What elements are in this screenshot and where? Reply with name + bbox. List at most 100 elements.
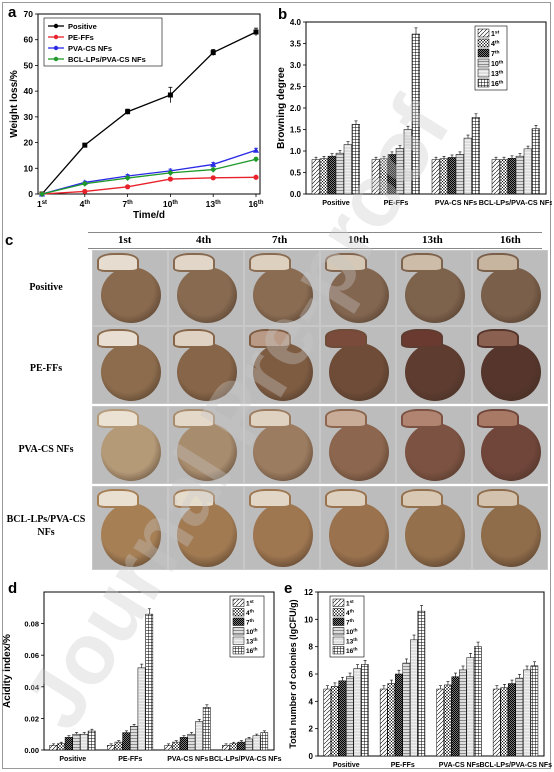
bar xyxy=(327,155,336,195)
legend-swatch xyxy=(477,58,490,68)
bar xyxy=(531,128,540,195)
bar xyxy=(338,680,347,757)
bar xyxy=(387,154,396,195)
series-line xyxy=(41,158,257,195)
col-head-3: 7th xyxy=(272,234,288,246)
panel-e-label: e xyxy=(284,580,293,597)
mushroom-slice xyxy=(97,489,139,508)
legend-label: 13th xyxy=(246,637,258,645)
legend-swatch xyxy=(477,28,490,38)
data-point xyxy=(82,142,88,148)
mushroom-photo xyxy=(320,326,396,404)
mushroom-cap xyxy=(405,503,465,567)
y-tick-label: 2 xyxy=(309,725,314,734)
mushroom-photo xyxy=(168,486,244,570)
data-point xyxy=(253,174,259,180)
mushroom-cap xyxy=(177,343,237,401)
legend-label: 10th xyxy=(246,628,258,636)
y-tick-label: 0.06 xyxy=(24,651,39,660)
bar xyxy=(371,159,380,195)
panel-c-top-rule xyxy=(88,232,542,233)
y-tick-label: 12 xyxy=(304,588,313,597)
x-axis-label: Time/d xyxy=(133,210,165,221)
legend-swatch xyxy=(232,636,245,645)
legend-swatch xyxy=(477,68,490,78)
legend-swatch xyxy=(332,636,345,645)
legend-swatch xyxy=(477,48,490,58)
mushroom-photo xyxy=(396,486,472,570)
bar xyxy=(394,673,403,757)
legend-swatch xyxy=(232,608,245,617)
bar xyxy=(187,733,196,751)
bar xyxy=(114,741,123,751)
bar xyxy=(466,657,475,757)
mushroom-cap xyxy=(253,423,313,481)
legend-label: 4th xyxy=(491,40,500,48)
y-axis-label: Total number of colonies (lgCFU/g) xyxy=(288,599,298,748)
bar xyxy=(351,124,360,195)
mushroom-slice xyxy=(325,253,367,272)
bar xyxy=(492,688,501,757)
category-label: Positive xyxy=(333,762,360,769)
mushroom-cap xyxy=(329,343,389,401)
y-tick-label: 60 xyxy=(24,35,34,45)
mushroom-slice xyxy=(325,489,367,508)
y-tick-label: 0.04 xyxy=(24,683,39,692)
mushroom-slice xyxy=(401,253,443,272)
y-axis-label: Acidity index/% xyxy=(2,634,13,708)
mushroom-slice xyxy=(173,409,215,428)
category-label: PE-FFs xyxy=(391,762,415,769)
data-point xyxy=(253,147,259,153)
y-tick-label: 2.0 xyxy=(290,104,302,113)
bar xyxy=(411,33,420,195)
bar xyxy=(172,741,180,751)
y-tick-label: 0.5 xyxy=(290,169,302,178)
mushroom-cap xyxy=(405,343,465,401)
mushroom-photo xyxy=(396,406,472,484)
legend-label: 1st xyxy=(346,599,354,607)
bar xyxy=(463,137,472,195)
bar xyxy=(49,745,58,751)
y-tick-label: 40 xyxy=(24,86,34,96)
bar xyxy=(353,668,362,757)
legend-label: 7th xyxy=(346,618,354,626)
mushroom-cap xyxy=(405,267,465,323)
mushroom-slice xyxy=(97,253,139,272)
data-point xyxy=(124,175,131,182)
legend-label: BCL-LPs/PVA-CS NFs xyxy=(68,55,146,64)
mushroom-photo xyxy=(244,250,320,326)
legend-label: 7th xyxy=(246,618,254,626)
legend-label: 16th xyxy=(491,80,503,88)
mushroom-cap xyxy=(329,267,389,323)
panel-c-label: c xyxy=(5,232,14,249)
panel-a-label: a xyxy=(8,4,17,21)
col-head-4: 10th xyxy=(348,234,369,246)
category-label: BCL-LPs/PVA-CS NFs xyxy=(209,756,282,763)
bar xyxy=(417,610,426,757)
row-head-pva: PVA-CS NFs xyxy=(18,444,74,455)
y-tick-label: 3.5 xyxy=(290,40,302,49)
bar xyxy=(395,148,404,195)
x-tick-label: 16th xyxy=(248,199,263,209)
bar xyxy=(439,158,448,195)
mushroom-slice xyxy=(97,409,139,428)
legend-swatch xyxy=(332,646,345,655)
bar xyxy=(72,733,81,751)
mushroom-photo xyxy=(92,250,168,326)
bar xyxy=(319,158,328,195)
bar xyxy=(57,743,65,751)
mushroom-slice xyxy=(249,409,291,428)
y-tick-label: 0.00 xyxy=(24,746,39,755)
category-label: PE-FFs xyxy=(384,198,409,207)
mushroom-cap xyxy=(177,503,237,567)
legend-swatch xyxy=(332,627,345,636)
bar xyxy=(402,662,411,757)
mushroom-slice xyxy=(173,329,215,348)
category-label: PVA-CS NFs xyxy=(435,198,477,207)
mushroom-photo xyxy=(168,406,244,484)
bar xyxy=(195,721,203,751)
data-point xyxy=(82,188,88,195)
data-point xyxy=(253,156,259,163)
col-head-5: 13th xyxy=(422,234,443,246)
